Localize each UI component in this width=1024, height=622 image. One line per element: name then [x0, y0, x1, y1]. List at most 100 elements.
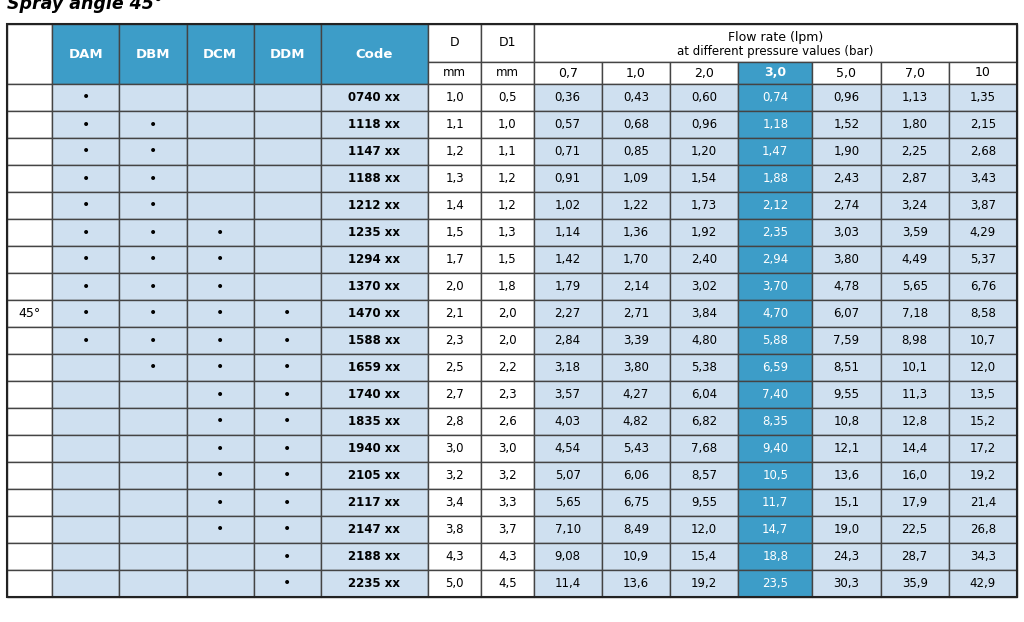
Text: 1,14: 1,14 [555, 226, 581, 239]
Bar [602, 516, 670, 543]
Text: 2,68: 2,68 [970, 145, 996, 158]
Text: 2,8: 2,8 [445, 415, 464, 428]
Text: 1,54: 1,54 [691, 172, 717, 185]
Text: 2,1: 2,1 [445, 307, 464, 320]
Bar [481, 354, 534, 381]
Text: 3,03: 3,03 [834, 226, 859, 239]
Bar [254, 435, 321, 462]
Bar [602, 273, 670, 300]
Bar [7, 543, 52, 570]
Bar [428, 138, 481, 165]
Text: 8,98: 8,98 [902, 334, 928, 347]
Bar [254, 84, 321, 111]
Bar [186, 246, 254, 273]
Bar [602, 354, 670, 381]
Text: 3,70: 3,70 [762, 280, 788, 293]
Bar [186, 24, 254, 84]
Bar [949, 165, 1017, 192]
Text: D1: D1 [499, 37, 516, 50]
Text: 15,4: 15,4 [691, 550, 717, 563]
Text: 1,2: 1,2 [498, 199, 516, 212]
Text: •: • [148, 333, 157, 348]
Text: 6,82: 6,82 [691, 415, 717, 428]
Text: 2,3: 2,3 [445, 334, 464, 347]
Text: 1,80: 1,80 [902, 118, 928, 131]
Text: 21,4: 21,4 [970, 496, 996, 509]
Text: 6,04: 6,04 [691, 388, 717, 401]
Bar [428, 165, 481, 192]
Text: 13,5: 13,5 [970, 388, 996, 401]
Bar [738, 111, 812, 138]
Text: 26,8: 26,8 [970, 523, 996, 536]
Bar [812, 381, 881, 408]
Text: 10,9: 10,9 [623, 550, 649, 563]
Text: 1659 xx: 1659 xx [348, 361, 400, 374]
Bar [7, 24, 52, 84]
Text: 15,1: 15,1 [834, 496, 859, 509]
Text: 9,40: 9,40 [762, 442, 788, 455]
Bar [186, 408, 254, 435]
Text: 15,2: 15,2 [970, 415, 996, 428]
Bar [670, 138, 738, 165]
Text: •: • [216, 279, 224, 294]
Bar [812, 516, 881, 543]
Bar [738, 300, 812, 327]
Text: 8,35: 8,35 [762, 415, 788, 428]
Text: •: • [283, 414, 291, 429]
Bar [186, 570, 254, 597]
Text: 2,27: 2,27 [555, 307, 581, 320]
Bar [481, 138, 534, 165]
Text: 0,85: 0,85 [623, 145, 649, 158]
Text: 4,80: 4,80 [691, 334, 717, 347]
Bar [321, 165, 428, 192]
Bar [120, 138, 186, 165]
Bar [738, 516, 812, 543]
Bar [120, 300, 186, 327]
Bar [812, 570, 881, 597]
Bar [670, 435, 738, 462]
Bar [254, 111, 321, 138]
Text: 5,0: 5,0 [837, 67, 856, 80]
Text: 3,57: 3,57 [555, 388, 581, 401]
Text: 19,2: 19,2 [691, 577, 717, 590]
Text: 5,65: 5,65 [902, 280, 928, 293]
Text: 42,9: 42,9 [970, 577, 996, 590]
Bar [52, 273, 120, 300]
Text: 3,2: 3,2 [445, 469, 464, 482]
Text: •: • [148, 226, 157, 239]
Text: 8,57: 8,57 [691, 469, 717, 482]
Bar [812, 273, 881, 300]
Bar [881, 192, 949, 219]
Bar [881, 489, 949, 516]
Text: 2,5: 2,5 [445, 361, 464, 374]
Text: 1,1: 1,1 [445, 118, 464, 131]
Text: 11,3: 11,3 [901, 388, 928, 401]
Text: •: • [82, 253, 90, 266]
Bar [534, 543, 602, 570]
Text: •: • [216, 414, 224, 429]
Bar [254, 543, 321, 570]
Text: 1,0: 1,0 [626, 67, 646, 80]
Text: 12,1: 12,1 [834, 442, 859, 455]
Bar [321, 516, 428, 543]
Text: 3,80: 3,80 [623, 361, 649, 374]
Text: 12,8: 12,8 [901, 415, 928, 428]
Text: 3,02: 3,02 [691, 280, 717, 293]
Bar [120, 516, 186, 543]
Text: DDM: DDM [269, 47, 305, 60]
Bar [602, 435, 670, 462]
Bar [949, 111, 1017, 138]
Text: 0,68: 0,68 [623, 118, 649, 131]
Text: 1,4: 1,4 [445, 199, 464, 212]
Bar [534, 24, 1017, 62]
Bar [186, 111, 254, 138]
Bar [949, 62, 1017, 84]
Text: at different pressure values (bar): at different pressure values (bar) [677, 45, 873, 58]
Bar [254, 381, 321, 408]
Bar [186, 300, 254, 327]
Bar [881, 327, 949, 354]
Bar [481, 543, 534, 570]
Bar [534, 138, 602, 165]
Text: 1588 xx: 1588 xx [348, 334, 400, 347]
Bar [534, 462, 602, 489]
